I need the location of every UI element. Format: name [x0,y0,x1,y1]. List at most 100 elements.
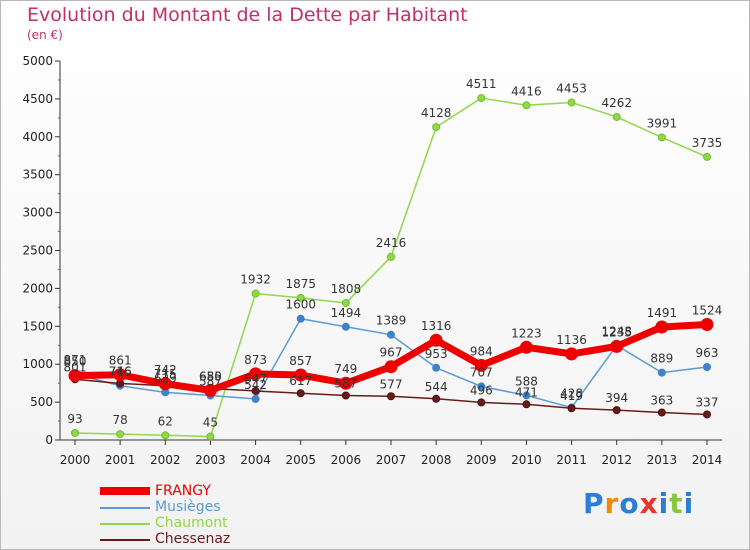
logo-letter: o [619,487,640,520]
data-point-chaumont [477,94,486,103]
data-label-chessenaz: 337 [696,395,719,409]
data-point-chaumont [567,98,576,107]
chart-subtitle: (en €) [27,28,63,42]
x-tick-label: 2014 [692,453,723,467]
data-point-chessenaz [657,408,666,417]
data-point-musiges [387,330,395,339]
data-label-chessenaz: 680 [199,369,222,383]
data-label-frangy: 1491 [647,306,678,320]
logo-letter: P [583,487,605,520]
legend-item-chessenaz: Chessenaz [100,531,320,547]
data-point-chaumont [206,432,215,441]
data-label-chessenaz: 617 [289,374,312,388]
data-label-musiges: 1494 [331,306,362,320]
data-label-frangy: 1235 [601,325,632,339]
logo-letter: x [639,487,659,520]
data-label-frangy: 850 [64,355,87,369]
logo-letter: i [658,487,670,520]
data-point-chessenaz [703,410,711,419]
x-tick-label: 2012 [601,453,632,467]
data-label-musiges: 629 [154,371,177,385]
data-point-musiges [477,382,486,391]
data-label-chaumont: 3735 [692,136,723,150]
data-label-musiges: 1600 [285,298,316,312]
data-point-chessenaz [522,400,531,409]
data-point-chessenaz [341,391,350,400]
data-point-chessenaz [251,386,260,395]
x-tick-label: 2000 [60,453,91,467]
data-point-chaumont [161,431,170,440]
data-point-frangy [203,383,217,397]
data-point-chessenaz [612,406,621,415]
data-label-chessenaz: 715 [154,367,177,381]
data-point-musiges [251,394,260,403]
legend-item-frangy: FRANGY [100,483,320,499]
data-label-musiges: 871 [64,353,87,367]
data-point-chessenaz [567,404,576,413]
data-label-chaumont: 1808 [331,282,362,296]
data-label-musiges: 428 [560,387,583,401]
y-tick-label: 0 [45,433,53,447]
data-point-chaumont [432,123,441,132]
data-label-chaumont: 4453 [556,81,587,95]
data-label-musiges: 588 [515,374,538,388]
data-label-musiges: 587 [199,375,222,389]
legend-label-chaumont: Chaumont [155,515,228,531]
data-label-frangy: 873 [244,353,267,367]
x-tick-label: 2002 [150,453,181,467]
x-tick-label: 2010 [511,453,542,467]
y-tick-label: 1500 [22,319,53,333]
x-tick-label: 2008 [421,453,452,467]
data-label-chessenaz: 419 [560,389,583,403]
data-label-chessenaz: 801 [64,360,87,374]
data-point-frangy [384,360,398,374]
data-label-chessenaz: 746 [109,364,132,378]
y-tick-label: 4500 [22,92,53,106]
logo-letter: t [669,487,684,520]
data-point-chaumont [296,293,305,302]
data-point-musiges [296,314,305,323]
logo-letter: r [604,487,620,520]
data-point-chaumont [657,133,666,142]
legend-swatch-chessenaz [100,539,150,541]
data-label-chaumont: 45 [203,416,218,430]
data-label-frangy: 1136 [556,333,587,347]
y-tick-label: 2000 [22,281,53,295]
data-label-frangy: 1524 [692,303,723,317]
data-label-chaumont: 3991 [647,116,678,130]
data-point-chaumont [612,112,621,121]
data-label-chessenaz: 577 [380,377,403,391]
data-label-frangy: 857 [289,354,312,368]
data-label-chessenaz: 496 [470,383,493,397]
data-label-musiges: 707 [470,365,493,379]
legend-item-chaumont: Chaumont [100,515,320,531]
data-point-frangy [249,367,263,381]
data-point-frangy [294,368,308,382]
proxiti-logo: Proxiti [583,487,694,520]
data-point-frangy [429,333,443,347]
data-point-frangy [565,347,579,361]
x-tick-label: 2004 [240,453,271,467]
data-label-musiges: 963 [696,346,719,360]
data-label-frangy: 742 [154,363,177,377]
data-label-frangy: 749 [334,362,357,376]
data-point-frangy [610,339,624,353]
data-label-musiges: 953 [425,347,448,361]
legend-label-musieges: Musièges [155,499,221,515]
data-point-musiges [341,322,350,331]
legend-label-chessenaz: Chessenaz [155,531,231,547]
data-label-frangy: 1223 [511,326,542,340]
data-point-frangy [68,369,82,383]
data-label-chaumont: 2416 [376,236,407,250]
data-point-chaumont [522,101,531,110]
data-point-chaumont [116,430,125,439]
data-point-chaumont [387,252,395,261]
y-tick-label: 1000 [22,357,53,371]
x-tick-label: 2001 [105,453,136,467]
data-point-chessenaz [477,398,486,407]
data-label-musiges: 889 [650,352,673,366]
legend-swatch-musieges [100,507,150,509]
data-point-chessenaz [296,389,305,398]
x-tick-label: 2013 [647,453,678,467]
